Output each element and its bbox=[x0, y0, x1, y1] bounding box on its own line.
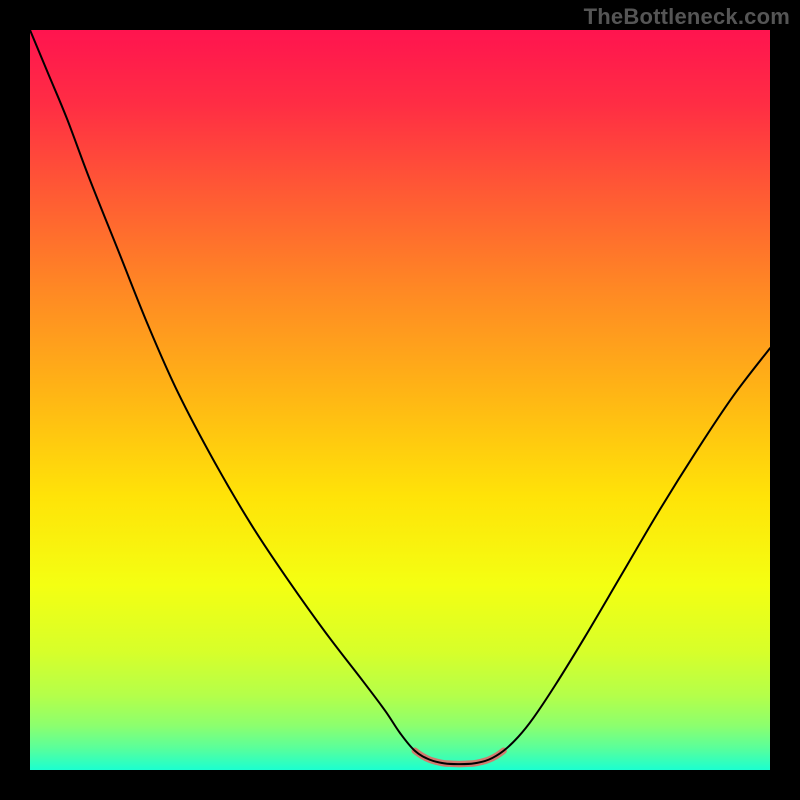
chart-svg bbox=[30, 30, 770, 770]
gradient-background bbox=[30, 30, 770, 770]
plot-area bbox=[30, 30, 770, 770]
watermark-text: TheBottleneck.com bbox=[584, 4, 790, 30]
chart-container: TheBottleneck.com bbox=[0, 0, 800, 800]
